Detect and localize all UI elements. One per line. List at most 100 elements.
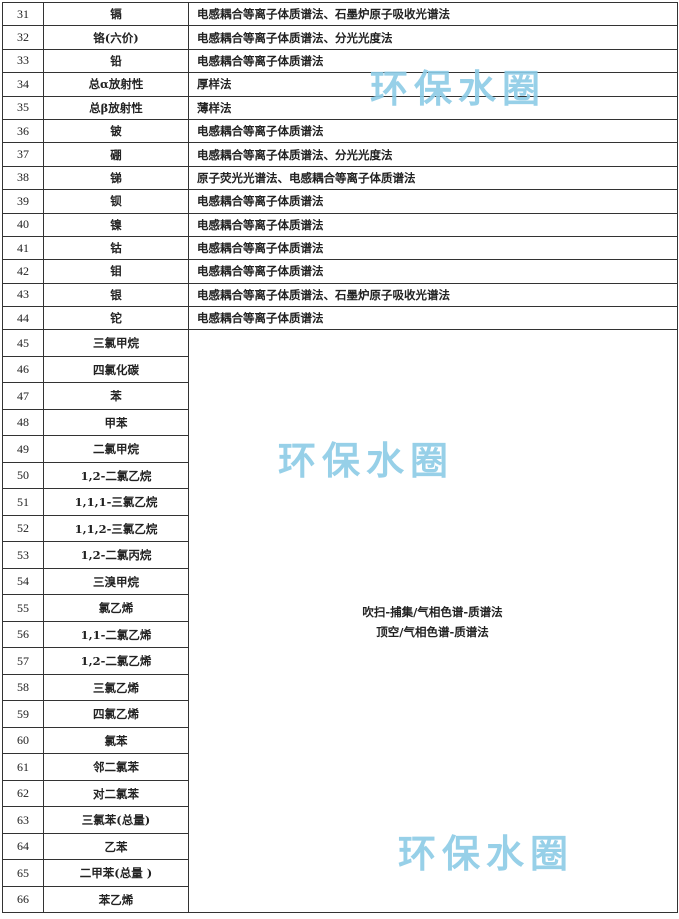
- row-number: 37: [2, 142, 44, 167]
- item-name: 乙苯: [43, 832, 189, 861]
- row-number: 59: [2, 700, 44, 728]
- row-number: 66: [2, 885, 44, 914]
- item-name: 苯乙烯: [43, 885, 189, 914]
- method-cell: 电感耦合等离子体质谱法、分光光度法: [188, 142, 678, 167]
- row-number: 55: [2, 594, 44, 622]
- table-row: 60 氯苯: [2, 726, 678, 755]
- method-cell: 原子荧光光谱法、电感耦合等离子体质谱法: [188, 165, 678, 191]
- item-name: 四氯化碳: [43, 355, 189, 384]
- item-name: 钴: [43, 235, 189, 261]
- item-name: 银: [43, 282, 189, 308]
- row-number: 45: [2, 329, 44, 357]
- table-row: 55 氯乙烯: [2, 594, 678, 622]
- item-name: 邻二氯苯: [43, 753, 189, 781]
- method-cell: 电感耦合等离子体质谱法、石墨炉原子吸收光谱法: [188, 282, 678, 308]
- table-row: 58 三氯乙烯: [2, 673, 678, 702]
- row-number: 50: [2, 461, 44, 490]
- item-name: 锑: [43, 165, 189, 191]
- item-name: 二甲苯(总量 ): [43, 859, 189, 887]
- merged-method-cell-text: 吹扫-捕集/气相色谱-质谱法 顶空/气相色谱-质谱法: [188, 602, 677, 642]
- item-name: 1,1-二氯乙烯: [43, 620, 189, 649]
- row-number: 49: [2, 435, 44, 463]
- table-row: 35 总β放射性 薄样法: [2, 95, 678, 120]
- table-row: 32 铬(六价) 电感耦合等离子体质谱法、分光光度法: [2, 25, 678, 50]
- method-cell: 电感耦合等离子体质谱法: [188, 118, 678, 144]
- item-name: 二氯甲烷: [43, 435, 189, 463]
- item-name: 钼: [43, 259, 189, 284]
- item-name: 铬(六价): [43, 25, 189, 50]
- table-row: 56 1,1-二氯乙烯: [2, 620, 678, 649]
- row-number: 58: [2, 673, 44, 702]
- method-cell: 电感耦合等离子体质谱法: [188, 306, 678, 331]
- table-row: 44 铊电感耦合等离子体质谱法: [2, 306, 678, 331]
- table-row: 66 苯乙烯: [2, 885, 678, 914]
- row-number: 34: [2, 72, 44, 97]
- table-row: 40 镍电感耦合等离子体质谱法: [2, 212, 678, 237]
- table-row: 63 三氯苯(总量): [2, 806, 678, 834]
- table-row: 64 乙苯: [2, 832, 678, 861]
- row-number: 47: [2, 382, 44, 410]
- watermark: 环保水圈: [278, 439, 455, 483]
- item-name: 1,2-二氯乙烷: [43, 461, 189, 490]
- row-number: 61: [2, 753, 44, 781]
- row-number: 31: [2, 1, 44, 27]
- row-number: 35: [2, 95, 44, 120]
- table-row: 48 甲苯: [2, 408, 678, 437]
- row-number: 56: [2, 620, 44, 649]
- merged-method-cell: [188, 329, 678, 914]
- row-number: 44: [2, 306, 44, 331]
- method-cell: 电感耦合等离子体质谱法: [188, 212, 678, 237]
- item-name: 总β放射性: [43, 95, 189, 120]
- method-cell: 电感耦合等离子体质谱法: [188, 259, 678, 284]
- item-name: 1,1,1-三氯乙烷: [43, 488, 189, 516]
- item-name: 铅: [43, 48, 189, 74]
- table-row: 59 四氯乙烯: [2, 700, 678, 728]
- item-name: 总α放射性: [43, 72, 189, 97]
- item-name: 对二氯苯: [43, 779, 189, 808]
- row-number: 36: [2, 118, 44, 144]
- item-name: 1,2-二氯丙烷: [43, 541, 189, 569]
- table-row: 39 钡电感耦合等离子体质谱法: [2, 189, 678, 214]
- watermark: 环保水圈: [370, 67, 547, 111]
- row-number: 53: [2, 541, 44, 569]
- row-number: 40: [2, 212, 44, 237]
- method-cell: 电感耦合等离子体质谱法、分光光度法: [188, 25, 678, 50]
- table-row: 49 二氯甲烷: [2, 435, 678, 463]
- table-row: 41 钴电感耦合等离子体质谱法: [2, 235, 678, 261]
- row-number: 46: [2, 355, 44, 384]
- method-cell: 电感耦合等离子体质谱法: [188, 48, 678, 74]
- row-number: 52: [2, 514, 44, 543]
- table-row: 50 1,2-二氯乙烷: [2, 461, 678, 490]
- row-number: 42: [2, 259, 44, 284]
- item-name: 镉: [43, 1, 189, 27]
- item-name: 硼: [43, 142, 189, 167]
- table-row: 38 锑原子荧光光谱法、电感耦合等离子体质谱法: [2, 165, 678, 191]
- method-cell: 电感耦合等离子体质谱法: [188, 189, 678, 214]
- table-row: 45 三氯甲烷: [2, 329, 678, 914]
- table-row: 52 1,1,2-三氯乙烷: [2, 514, 678, 543]
- row-number: 57: [2, 647, 44, 675]
- table-row: 57 1,2-二氯乙烯: [2, 647, 678, 675]
- item-name: 铍: [43, 118, 189, 144]
- table-row: 34 总α放射性 厚样法: [2, 72, 678, 97]
- row-number: 41: [2, 235, 44, 261]
- row-number: 65: [2, 859, 44, 887]
- item-name: 甲苯: [43, 408, 189, 437]
- item-name: 三氯甲烷: [43, 329, 189, 357]
- row-number: 33: [2, 48, 44, 74]
- table-row: 42 钼电感耦合等离子体质谱法: [2, 259, 678, 284]
- table-row: 47 苯: [2, 382, 678, 410]
- method-purge-trap: 吹扫-捕集/气相色谱-质谱法: [362, 605, 503, 619]
- table-row: 37 硼电感耦合等离子体质谱法、分光光度法: [2, 142, 678, 167]
- method-cell: 电感耦合等离子体质谱法、石墨炉原子吸收光谱法: [188, 1, 678, 27]
- row-number: 39: [2, 189, 44, 214]
- item-name: 氯乙烯: [43, 594, 189, 622]
- table-row: 43 银电感耦合等离子体质谱法、石墨炉原子吸收光谱法: [2, 282, 678, 308]
- row-number: 54: [2, 567, 44, 596]
- row-number: 43: [2, 282, 44, 308]
- item-name: 氯苯: [43, 726, 189, 755]
- item-name: 四氯乙烯: [43, 700, 189, 728]
- row-number: 62: [2, 779, 44, 808]
- row-number: 60: [2, 726, 44, 755]
